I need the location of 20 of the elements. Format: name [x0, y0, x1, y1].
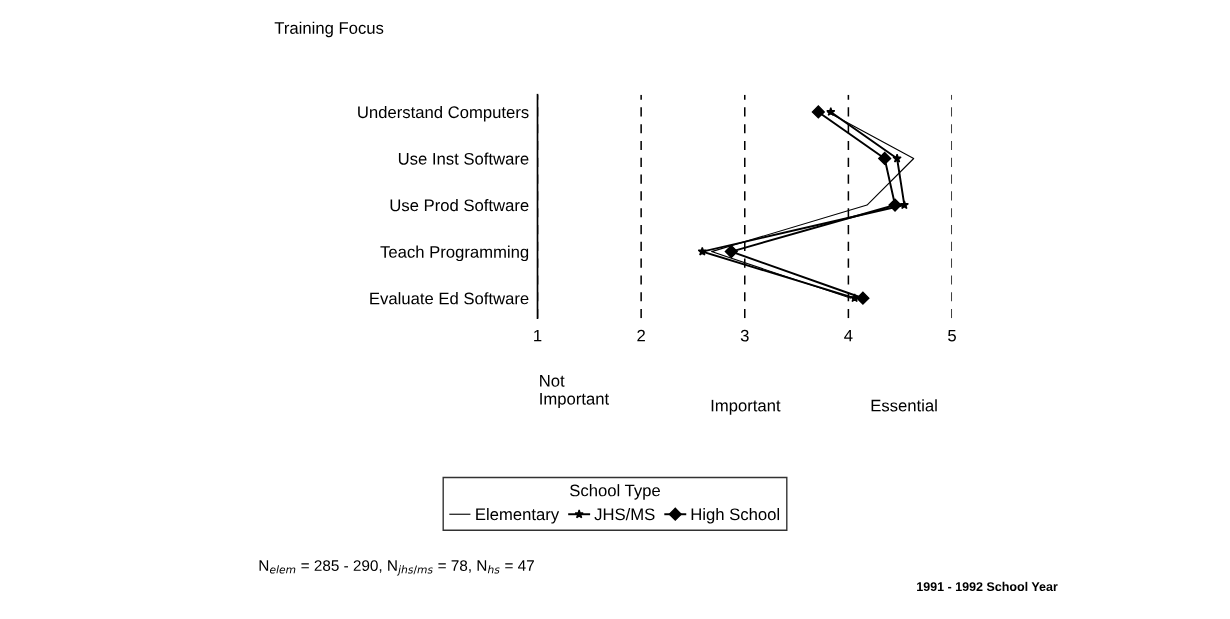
legend-title: School Type: [570, 484, 660, 500]
x-tick-label: 4: [844, 329, 853, 342]
y-tick-label: Teach Programming: [380, 245, 529, 262]
x-tick-label: 2: [637, 329, 645, 342]
text: Essential: [871, 399, 937, 412]
legend-label: Elementary: [476, 507, 560, 524]
text: Not Important: [540, 375, 610, 408]
text: N$_{elem}$ = 285 - 290, N$_{jhs/ms}$ = 78, N$_{hs}$ = 47: [259, 560, 534, 576]
y-axis-title: Training Focus: [274, 21, 384, 38]
y-tick-label: Use Prod Software: [390, 199, 529, 212]
legend-label: JHS/MS: [594, 507, 655, 521]
text: Important: [711, 399, 781, 415]
legend-label: High School: [691, 507, 780, 524]
y-tick-label: Understand Computers: [358, 105, 529, 122]
text: 1991 - 1992 School Year: [917, 581, 1058, 592]
x-tick-label: 1: [534, 329, 542, 342]
x-tick-label: 5: [948, 329, 956, 342]
x-tick-label: 3: [740, 329, 749, 342]
y-tick-label: Use Inst Software: [398, 152, 529, 165]
y-tick-label: Evaluate Ed Software: [370, 292, 529, 305]
